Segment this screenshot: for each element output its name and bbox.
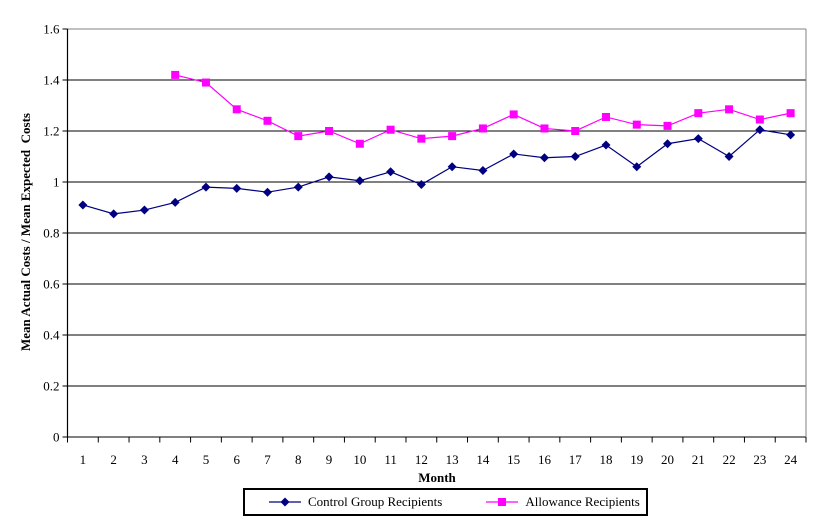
x-tick-label: 19 xyxy=(630,452,643,467)
y-tick-label: 0.8 xyxy=(43,226,59,241)
y-tick-label: 0.2 xyxy=(43,379,59,394)
x-tick-label: 6 xyxy=(233,452,240,467)
x-tick-label: 14 xyxy=(476,452,490,467)
data-point xyxy=(263,187,273,197)
data-point xyxy=(724,152,734,161)
y-tick-label: 1.4 xyxy=(43,73,60,88)
data-point xyxy=(201,182,211,192)
y-tick-label: 1.6 xyxy=(43,22,60,37)
legend-item-allowance: Allowance Recipients xyxy=(486,494,640,510)
data-point xyxy=(755,115,764,124)
x-tick-label: 10 xyxy=(353,452,366,467)
data-point xyxy=(539,153,549,163)
x-tick-label: 24 xyxy=(784,452,798,467)
data-point xyxy=(632,162,642,172)
x-tick-label: 12 xyxy=(415,452,428,467)
x-tick-label: 16 xyxy=(538,452,552,467)
diamond-marker-icon xyxy=(269,497,301,507)
x-tick-label: 3 xyxy=(141,452,148,467)
x-axis-title: Month xyxy=(418,470,456,485)
legend-label-control-group: Control Group Recipients xyxy=(308,494,443,509)
data-point xyxy=(601,140,611,150)
x-tick-label: 8 xyxy=(295,452,302,467)
data-point xyxy=(78,200,88,210)
data-point xyxy=(498,498,507,506)
data-point xyxy=(570,152,580,161)
data-point xyxy=(478,166,488,176)
data-point xyxy=(109,209,119,219)
x-tick-label: 23 xyxy=(753,452,766,467)
data-point xyxy=(540,124,549,133)
data-point xyxy=(571,127,580,135)
data-point xyxy=(694,109,703,118)
y-tick-label: 1.2 xyxy=(43,124,59,139)
data-point xyxy=(786,109,795,118)
data-point xyxy=(786,130,796,140)
data-point xyxy=(293,182,303,192)
x-tick-label: 7 xyxy=(264,452,271,467)
legend-label-allowance: Allowance Recipients xyxy=(525,494,640,509)
x-tick-label: 15 xyxy=(507,452,520,467)
data-point xyxy=(725,105,734,114)
data-point xyxy=(601,112,610,121)
data-point xyxy=(201,78,210,87)
data-point xyxy=(263,116,272,125)
data-point xyxy=(171,70,180,79)
data-point xyxy=(386,125,395,134)
x-tick-label: 9 xyxy=(326,452,333,467)
x-tick-label: 22 xyxy=(723,452,736,467)
data-point xyxy=(478,124,487,133)
data-point xyxy=(509,149,519,159)
series-allowance xyxy=(171,70,795,148)
data-point xyxy=(294,132,303,141)
legend: Control Group Recipients Allowance Recip… xyxy=(243,488,648,516)
x-tick-label: 2 xyxy=(110,452,117,467)
series-control-group xyxy=(78,125,796,219)
data-point xyxy=(325,127,334,135)
data-point xyxy=(663,121,672,130)
data-point xyxy=(355,139,364,148)
data-point xyxy=(663,139,673,149)
x-tick-label: 11 xyxy=(384,452,397,467)
y-tick-label: 1 xyxy=(53,175,60,190)
y-tick-label: 0.6 xyxy=(43,277,60,292)
x-tick-label: 13 xyxy=(446,452,459,467)
data-point xyxy=(386,167,396,177)
data-point xyxy=(324,172,334,182)
data-point xyxy=(755,125,765,135)
data-point xyxy=(232,183,242,193)
data-point xyxy=(232,105,241,114)
data-point xyxy=(632,120,641,129)
series-line xyxy=(82,129,791,215)
x-tick-label: 18 xyxy=(599,452,612,467)
data-point xyxy=(280,497,290,507)
y-tick-label: 0.4 xyxy=(43,328,60,343)
data-point xyxy=(139,205,149,215)
data-point xyxy=(693,134,703,144)
data-point xyxy=(509,110,518,119)
square-marker-icon xyxy=(486,498,519,506)
x-tick-label: 5 xyxy=(203,452,210,467)
x-tick-label: 20 xyxy=(661,452,674,467)
data-point xyxy=(170,197,180,207)
y-tick-label: 0 xyxy=(53,430,60,445)
data-point xyxy=(416,180,426,190)
x-tick-label: 4 xyxy=(172,452,179,467)
x-tick-label: 21 xyxy=(692,452,705,467)
x-tick-label: 1 xyxy=(80,452,87,467)
data-point xyxy=(447,162,457,172)
legend-item-control-group: Control Group Recipients xyxy=(269,494,442,510)
y-axis-title: Mean Actual Costs / Mean Expected Costs xyxy=(18,113,33,351)
data-point xyxy=(448,132,457,141)
data-point xyxy=(355,176,365,186)
x-tick-label: 17 xyxy=(569,452,583,467)
data-point xyxy=(417,134,426,143)
